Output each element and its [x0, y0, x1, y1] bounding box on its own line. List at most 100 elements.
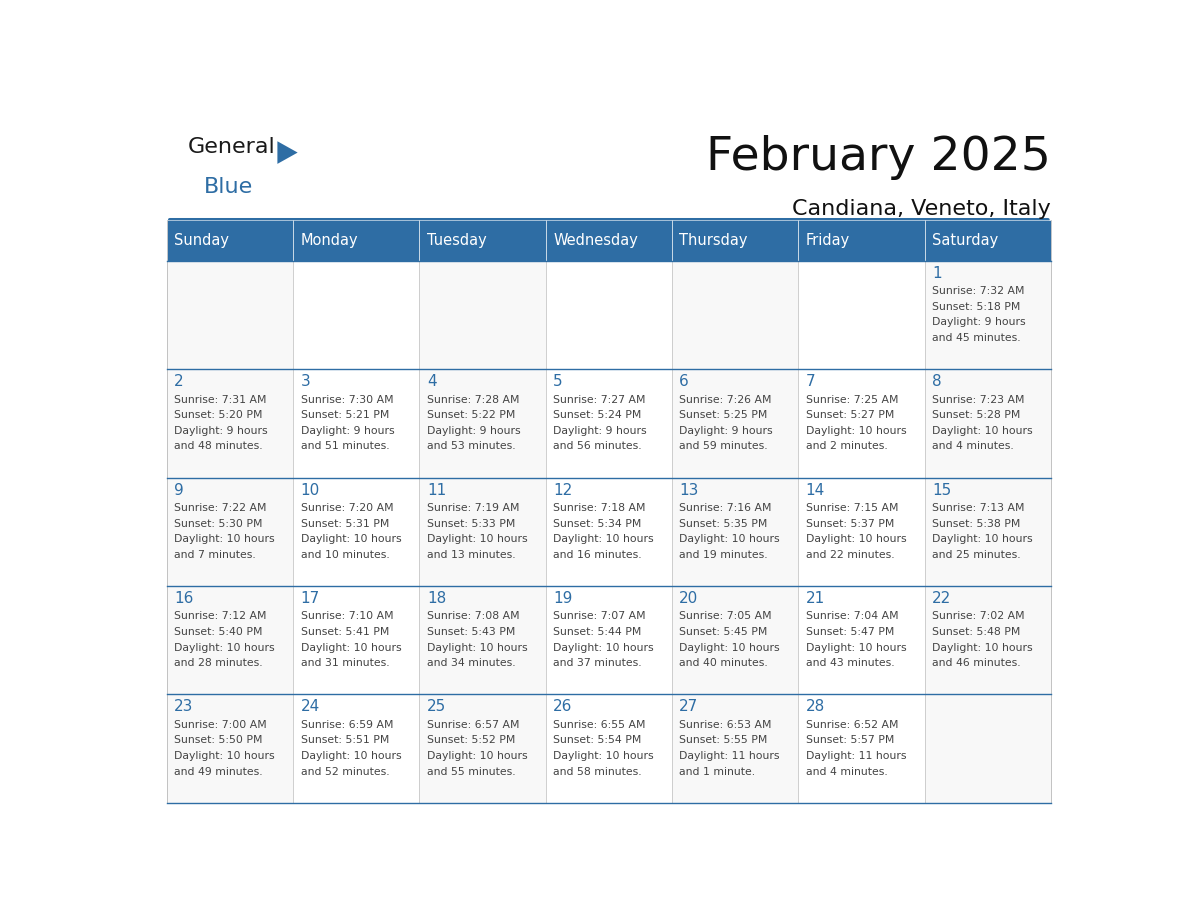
Text: 12: 12 [554, 483, 573, 498]
Text: 13: 13 [680, 483, 699, 498]
Bar [924, 369, 1051, 477]
Text: 18: 18 [426, 591, 446, 606]
Text: Sunrise: 7:25 AM: Sunrise: 7:25 AM [805, 395, 898, 405]
Text: and 43 minutes.: and 43 minutes. [805, 658, 895, 668]
Polygon shape [278, 141, 298, 164]
Text: 16: 16 [175, 591, 194, 606]
Text: Daylight: 10 hours: Daylight: 10 hours [301, 643, 402, 653]
Bar [672, 477, 798, 586]
Text: Sunrise: 7:18 AM: Sunrise: 7:18 AM [554, 503, 645, 513]
Text: Sunset: 5:40 PM: Sunset: 5:40 PM [175, 627, 263, 637]
Text: 27: 27 [680, 700, 699, 714]
Text: 22: 22 [931, 591, 952, 606]
Bar [419, 261, 545, 369]
Text: Sunset: 5:38 PM: Sunset: 5:38 PM [931, 519, 1020, 529]
Text: and 46 minutes.: and 46 minutes. [931, 658, 1020, 668]
Text: Daylight: 9 hours: Daylight: 9 hours [426, 426, 520, 436]
Text: and 53 minutes.: and 53 minutes. [426, 442, 516, 452]
Text: and 59 minutes.: and 59 minutes. [680, 442, 767, 452]
Text: 7: 7 [805, 375, 815, 389]
Text: Sunrise: 7:20 AM: Sunrise: 7:20 AM [301, 503, 393, 513]
Text: Sunset: 5:27 PM: Sunset: 5:27 PM [805, 410, 895, 420]
Text: Sunrise: 7:31 AM: Sunrise: 7:31 AM [175, 395, 267, 405]
Bar [419, 586, 545, 694]
Text: Daylight: 10 hours: Daylight: 10 hours [175, 643, 274, 653]
Bar [293, 261, 419, 369]
Text: 28: 28 [805, 700, 824, 714]
Bar [798, 219, 924, 261]
Text: Sunrise: 7:07 AM: Sunrise: 7:07 AM [554, 611, 646, 621]
Text: Sunset: 5:21 PM: Sunset: 5:21 PM [301, 410, 388, 420]
Text: Sunrise: 7:32 AM: Sunrise: 7:32 AM [931, 286, 1024, 297]
Text: Sunrise: 7:13 AM: Sunrise: 7:13 AM [931, 503, 1024, 513]
Text: Daylight: 11 hours: Daylight: 11 hours [680, 751, 779, 761]
Text: Sunset: 5:45 PM: Sunset: 5:45 PM [680, 627, 767, 637]
Text: 14: 14 [805, 483, 824, 498]
Text: Sunset: 5:20 PM: Sunset: 5:20 PM [175, 410, 263, 420]
Text: 23: 23 [175, 700, 194, 714]
Text: 11: 11 [426, 483, 446, 498]
Text: Sunrise: 7:08 AM: Sunrise: 7:08 AM [426, 611, 519, 621]
Text: Sunrise: 7:27 AM: Sunrise: 7:27 AM [554, 395, 645, 405]
Text: Sunrise: 7:26 AM: Sunrise: 7:26 AM [680, 395, 772, 405]
Text: 20: 20 [680, 591, 699, 606]
Text: 15: 15 [931, 483, 952, 498]
Text: 24: 24 [301, 700, 320, 714]
Text: Daylight: 10 hours: Daylight: 10 hours [680, 643, 781, 653]
Bar [293, 477, 419, 586]
Text: and 22 minutes.: and 22 minutes. [805, 550, 895, 560]
Text: Sunset: 5:30 PM: Sunset: 5:30 PM [175, 519, 263, 529]
Text: 10: 10 [301, 483, 320, 498]
Bar [798, 369, 924, 477]
Text: and 2 minutes.: and 2 minutes. [805, 442, 887, 452]
Text: Daylight: 10 hours: Daylight: 10 hours [680, 534, 781, 544]
Text: Candiana, Veneto, Italy: Candiana, Veneto, Italy [792, 198, 1051, 218]
Text: Sunset: 5:48 PM: Sunset: 5:48 PM [931, 627, 1020, 637]
Text: and 40 minutes.: and 40 minutes. [680, 658, 769, 668]
Text: Daylight: 10 hours: Daylight: 10 hours [931, 643, 1032, 653]
Text: 21: 21 [805, 591, 824, 606]
Bar [924, 261, 1051, 369]
Text: Sunrise: 6:55 AM: Sunrise: 6:55 AM [554, 720, 645, 730]
Bar [166, 261, 293, 369]
Text: Sunrise: 7:22 AM: Sunrise: 7:22 AM [175, 503, 267, 513]
Text: and 58 minutes.: and 58 minutes. [554, 767, 642, 777]
Text: Sunset: 5:31 PM: Sunset: 5:31 PM [301, 519, 388, 529]
Bar [672, 369, 798, 477]
Text: Daylight: 10 hours: Daylight: 10 hours [301, 534, 402, 544]
Bar [798, 261, 924, 369]
Text: Daylight: 10 hours: Daylight: 10 hours [805, 534, 906, 544]
Text: Sunrise: 7:23 AM: Sunrise: 7:23 AM [931, 395, 1024, 405]
Bar [672, 694, 798, 803]
Text: Sunset: 5:54 PM: Sunset: 5:54 PM [554, 735, 642, 745]
Text: Daylight: 10 hours: Daylight: 10 hours [426, 534, 527, 544]
Text: Sunrise: 6:52 AM: Sunrise: 6:52 AM [805, 720, 898, 730]
Text: Daylight: 10 hours: Daylight: 10 hours [301, 751, 402, 761]
Text: and 49 minutes.: and 49 minutes. [175, 767, 263, 777]
Text: Daylight: 10 hours: Daylight: 10 hours [175, 534, 274, 544]
Text: Sunset: 5:52 PM: Sunset: 5:52 PM [426, 735, 516, 745]
Text: and 37 minutes.: and 37 minutes. [554, 658, 642, 668]
Text: and 16 minutes.: and 16 minutes. [554, 550, 642, 560]
Text: Daylight: 10 hours: Daylight: 10 hours [931, 426, 1032, 436]
Bar [166, 477, 293, 586]
Bar [293, 694, 419, 803]
Text: Sunset: 5:55 PM: Sunset: 5:55 PM [680, 735, 767, 745]
Text: 4: 4 [426, 375, 436, 389]
Text: General: General [188, 137, 276, 157]
Text: Sunset: 5:34 PM: Sunset: 5:34 PM [554, 519, 642, 529]
Text: Sunset: 5:18 PM: Sunset: 5:18 PM [931, 302, 1020, 312]
Text: 26: 26 [554, 700, 573, 714]
Bar [924, 694, 1051, 803]
Text: and 28 minutes.: and 28 minutes. [175, 658, 263, 668]
Bar [924, 477, 1051, 586]
Text: February 2025: February 2025 [706, 135, 1051, 180]
Text: Sunrise: 6:53 AM: Sunrise: 6:53 AM [680, 720, 772, 730]
Text: Sunset: 5:25 PM: Sunset: 5:25 PM [680, 410, 767, 420]
Bar [293, 219, 419, 261]
Bar [166, 694, 293, 803]
Text: Sunset: 5:43 PM: Sunset: 5:43 PM [426, 627, 516, 637]
Text: Monday: Monday [301, 233, 358, 248]
Text: 25: 25 [426, 700, 446, 714]
Text: Daylight: 9 hours: Daylight: 9 hours [931, 318, 1025, 328]
